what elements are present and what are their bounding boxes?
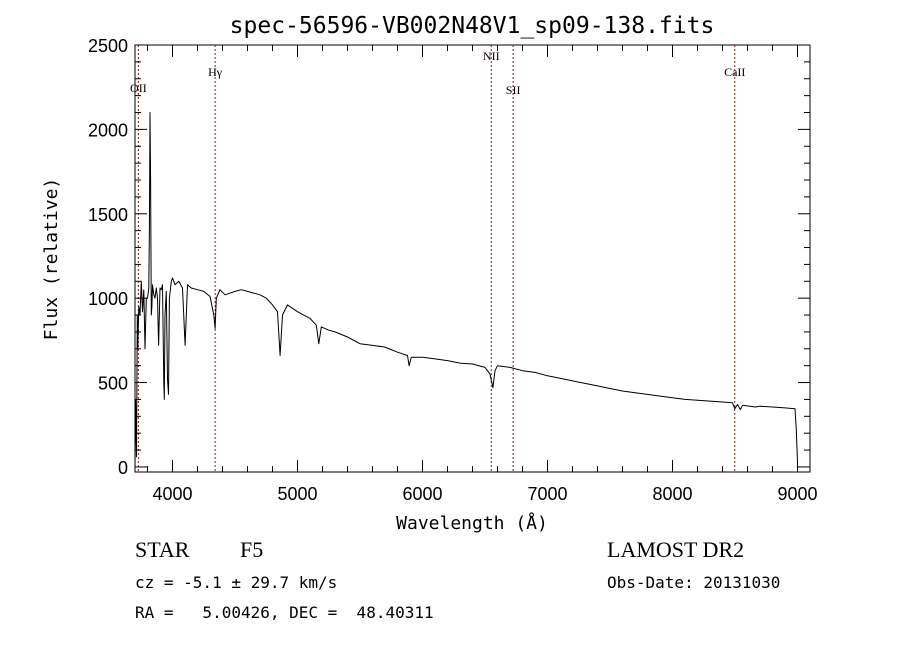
line-marker-label: OII: [130, 81, 147, 95]
x-tick-label: 5000: [277, 484, 317, 504]
line-marker-label: CaII: [724, 65, 745, 79]
axis-ticks: 4000 5000 6000 7000 8000 9000 0 500 1000 1500 2000…: [88, 36, 818, 504]
plot-frame: [135, 45, 810, 472]
obs-date-text: Obs-Date: 20131030: [607, 573, 780, 592]
object-subclass: F5: [240, 537, 263, 563]
line-marker-label: Hγ: [208, 65, 223, 79]
y-tick-label: 500: [98, 374, 128, 394]
x-tick-label: 6000: [402, 484, 442, 504]
y-tick-label: 0: [118, 458, 128, 478]
x-tick-label: 9000: [777, 484, 817, 504]
y-tick-label: 1500: [88, 205, 128, 225]
x-tick-label: 7000: [527, 484, 567, 504]
line-marker-label: NII: [483, 49, 500, 63]
object-class: STAR: [135, 537, 189, 563]
y-tick-label: 2000: [88, 120, 128, 140]
spectrum-line: [135, 113, 798, 467]
chart-title: spec-56596-VB002N48V1_sp09-138.fits: [230, 13, 715, 39]
y-tick-label: 1000: [88, 289, 128, 309]
coordinates-text: RA = 5.00426, DEC = 48.40311: [135, 603, 434, 622]
x-tick-label: 8000: [652, 484, 692, 504]
survey-name: LAMOST DR2: [607, 537, 744, 563]
x-axis-label: Wavelength (Å): [396, 512, 548, 534]
y-axis-label: Flux (relative): [41, 178, 62, 341]
y-tick-label: 2500: [88, 36, 128, 56]
spectrum-chart: spec-56596-VB002N48V1_sp09-138.fits OII H…: [0, 0, 900, 540]
line-marker-label: SII: [506, 83, 521, 97]
x-tick-label: 4000: [152, 484, 192, 504]
redshift-text: cz = -5.1 ± 29.7 km/s: [135, 573, 337, 592]
emission-line-markers: OII Hγ NII SII CaII: [130, 45, 745, 472]
